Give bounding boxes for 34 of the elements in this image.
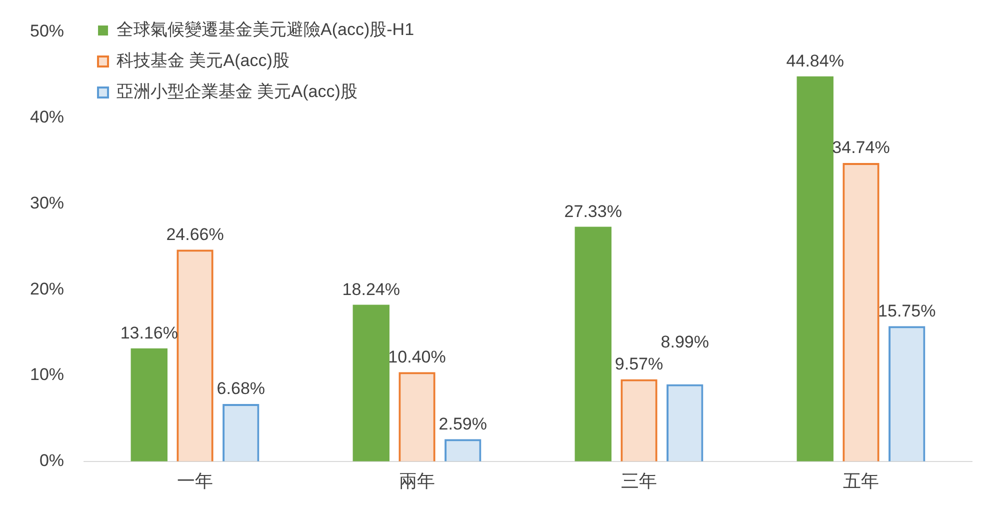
data-label: 2.59% <box>438 414 487 434</box>
bar <box>620 379 658 462</box>
y-tick-label: 10% <box>30 365 64 384</box>
y-tick-label: 20% <box>30 279 64 298</box>
bar <box>398 372 436 462</box>
bar <box>796 76 834 462</box>
bar <box>222 404 260 462</box>
data-label: 15.75% <box>878 301 936 320</box>
bar <box>842 163 880 462</box>
x-tick-label: 一年 <box>177 471 214 492</box>
bar <box>130 348 168 462</box>
y-tick-label: 0% <box>39 451 64 470</box>
bar <box>574 226 612 462</box>
data-label: 44.84% <box>786 52 844 70</box>
y-tick-label: 50% <box>30 22 64 41</box>
legend-label: 全球氣候變遷基金美元避險A(acc)股-H1 <box>116 20 414 40</box>
x-tick-label: 五年 <box>843 471 880 492</box>
bar <box>444 439 482 462</box>
bar <box>888 326 926 462</box>
legend-label: 亞洲小型企業基金 美元A(acc)股 <box>116 82 358 102</box>
x-tick-label: 兩年 <box>399 471 436 492</box>
y-tick-label: 30% <box>30 193 64 212</box>
data-label: 9.57% <box>614 354 664 374</box>
data-label: 6.68% <box>216 379 265 398</box>
data-label: 24.66% <box>166 224 224 244</box>
x-tick-label: 三年 <box>621 471 658 492</box>
bar <box>352 304 390 462</box>
data-label: 8.99% <box>660 332 709 352</box>
bar <box>666 384 704 462</box>
y-tick-label: 40% <box>30 108 64 127</box>
bar <box>176 250 214 462</box>
legend-label: 科技基金 美元A(acc)股 <box>116 51 290 70</box>
data-label: 18.24% <box>342 280 400 299</box>
data-label: 27.33% <box>564 202 622 221</box>
